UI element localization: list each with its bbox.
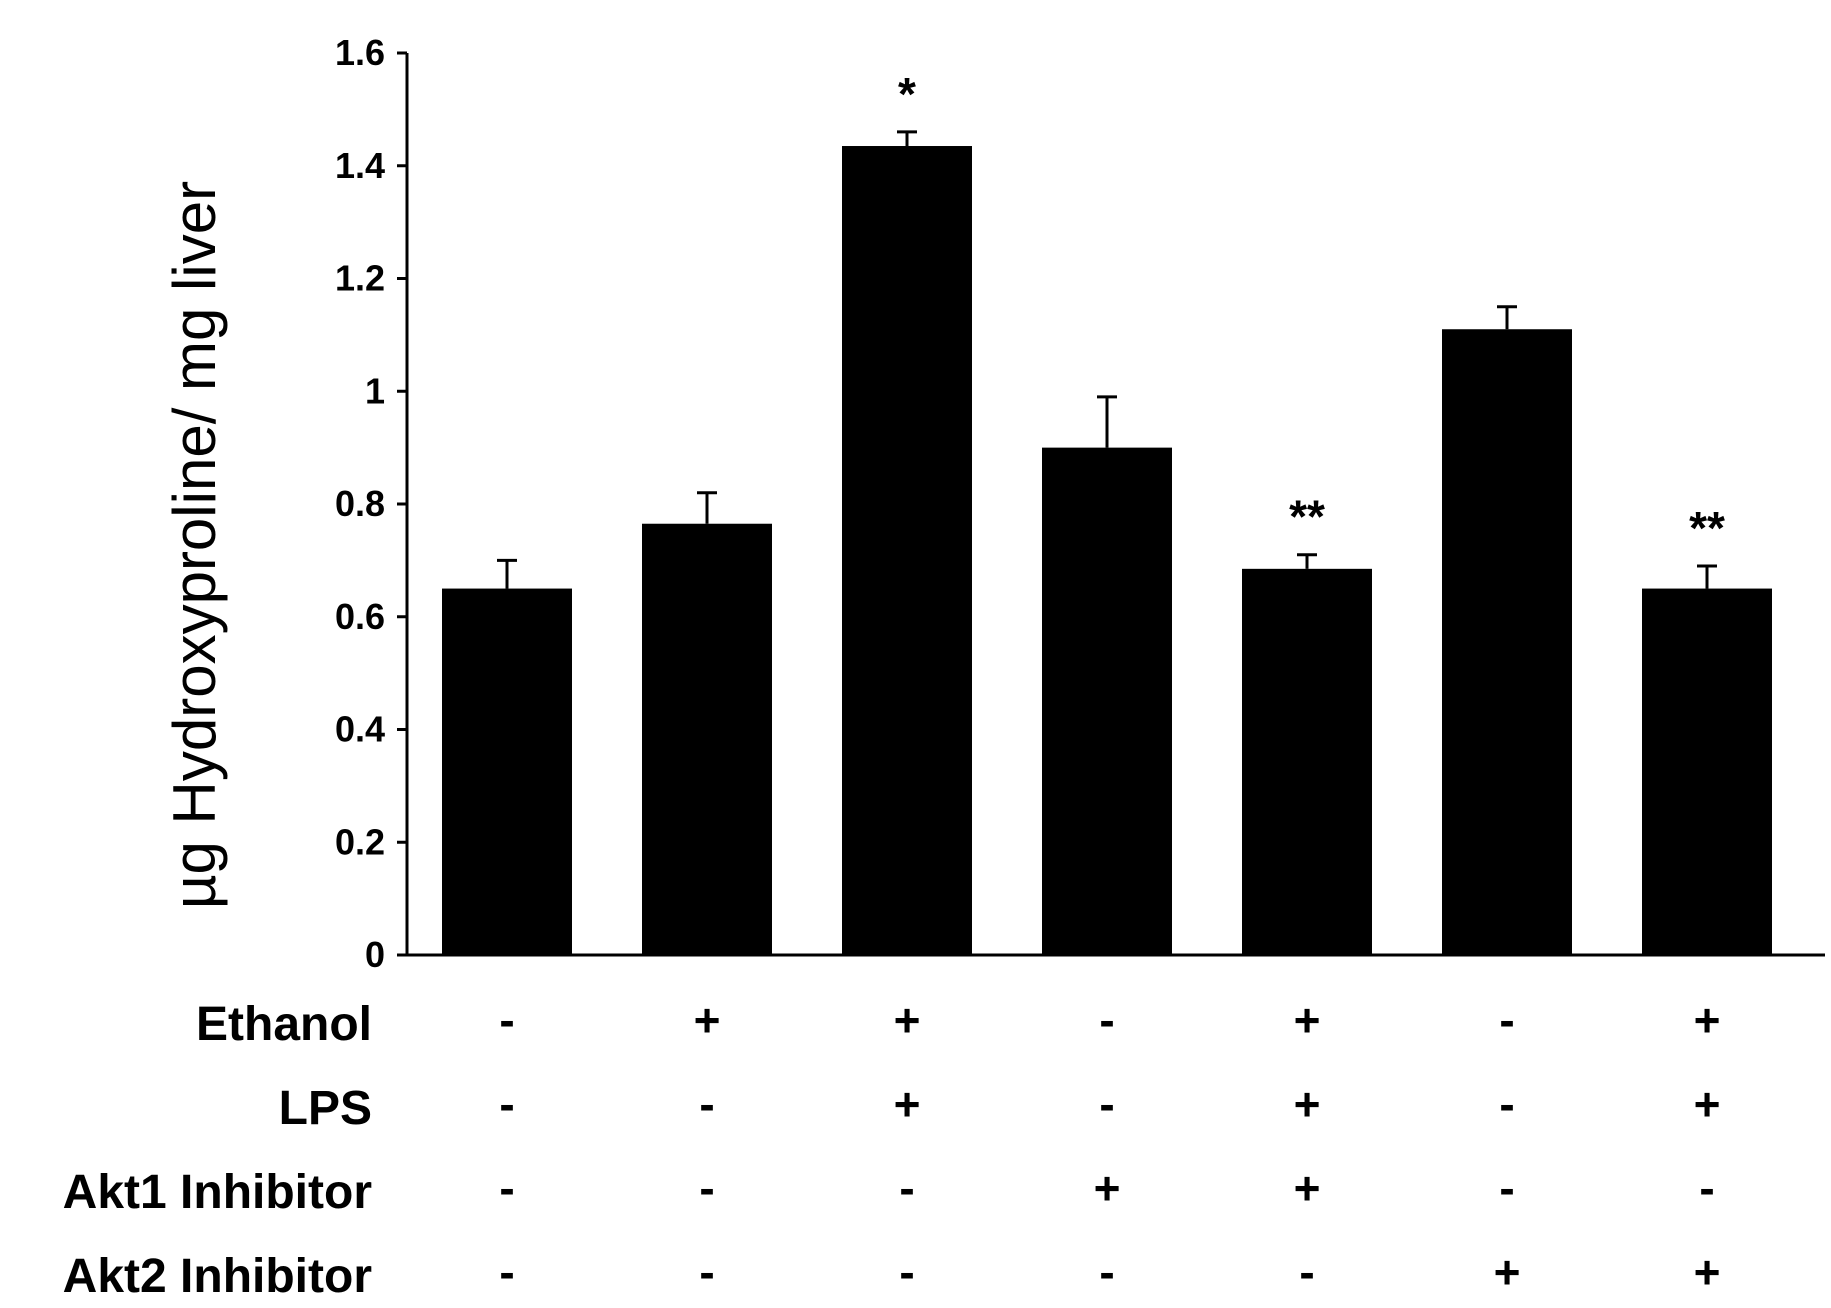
- bar: [642, 523, 772, 955]
- treatment-sign: -: [699, 1078, 714, 1130]
- treatment-sign: +: [694, 994, 721, 1046]
- significance-marker: **: [1289, 491, 1325, 543]
- treatment-sign: -: [1699, 1162, 1714, 1214]
- y-tick-label: 1: [365, 370, 385, 411]
- y-tick-label: 0.4: [335, 709, 385, 750]
- bar: [1642, 588, 1772, 955]
- treatment-sign: +: [1694, 994, 1721, 1046]
- treatment-sign: -: [1099, 1246, 1114, 1298]
- bar: [1442, 329, 1572, 955]
- y-tick-label: 0.8: [335, 483, 385, 524]
- treatment-sign: -: [1499, 1162, 1514, 1214]
- y-tick-label: 1.6: [335, 32, 385, 73]
- error-bars: [497, 130, 1717, 589]
- bar: [1242, 568, 1372, 955]
- treatment-sign: -: [1499, 994, 1514, 1046]
- treatment-sign: +: [1294, 1078, 1321, 1130]
- bar: [842, 146, 972, 956]
- treatment-sign: +: [1694, 1078, 1721, 1130]
- treatment-row-label: Akt2 Inhibitor: [63, 1250, 372, 1303]
- y-tick-label: 0.2: [335, 821, 385, 862]
- treatment-sign: +: [1094, 1162, 1121, 1214]
- treatment-row-label: LPS: [279, 1082, 372, 1135]
- treatment-row-label: Ethanol: [196, 998, 372, 1051]
- treatment-sign: -: [499, 1246, 514, 1298]
- treatment-sign: -: [499, 1078, 514, 1130]
- treatment-sign: +: [1494, 1246, 1521, 1298]
- treatment-sign: +: [894, 994, 921, 1046]
- y-tick-label: 0: [365, 934, 385, 975]
- treatment-sign: +: [1694, 1246, 1721, 1298]
- significance-marker: *: [898, 68, 916, 120]
- y-tick-label: 0.6: [335, 596, 385, 637]
- bars: [442, 146, 1772, 956]
- significance-marker: **: [1689, 502, 1725, 554]
- treatment-sign: -: [1299, 1246, 1314, 1298]
- treatment-sign: -: [499, 1162, 514, 1214]
- y-tick-label: 1.2: [335, 258, 385, 299]
- y-axis-label: µg Hydroxyproline/ mg liver: [161, 181, 228, 909]
- significance-annotations: *** **: [898, 68, 1725, 554]
- treatment-sign: +: [1294, 1162, 1321, 1214]
- y-tick-label: 1.4: [335, 145, 385, 186]
- treatment-sign: -: [1099, 994, 1114, 1046]
- treatment-sign: -: [1099, 1078, 1114, 1130]
- treatment-sign: +: [1294, 994, 1321, 1046]
- treatment-sign: -: [499, 994, 514, 1046]
- bar: [1042, 447, 1172, 955]
- treatment-sign: -: [699, 1162, 714, 1214]
- treatment-sign: -: [1499, 1078, 1514, 1130]
- treatment-sign: -: [699, 1246, 714, 1298]
- treatment-sign: -: [899, 1246, 914, 1298]
- treatment-row-label: Akt1 Inhibitor: [63, 1166, 372, 1219]
- bar: [442, 588, 572, 955]
- treatment-sign: -: [899, 1162, 914, 1214]
- treatment-sign: +: [894, 1078, 921, 1130]
- treatment-table: Ethanol - + + - + - + LPS - - + - + - + Akt1 Inhibitor - -…: [63, 994, 1721, 1303]
